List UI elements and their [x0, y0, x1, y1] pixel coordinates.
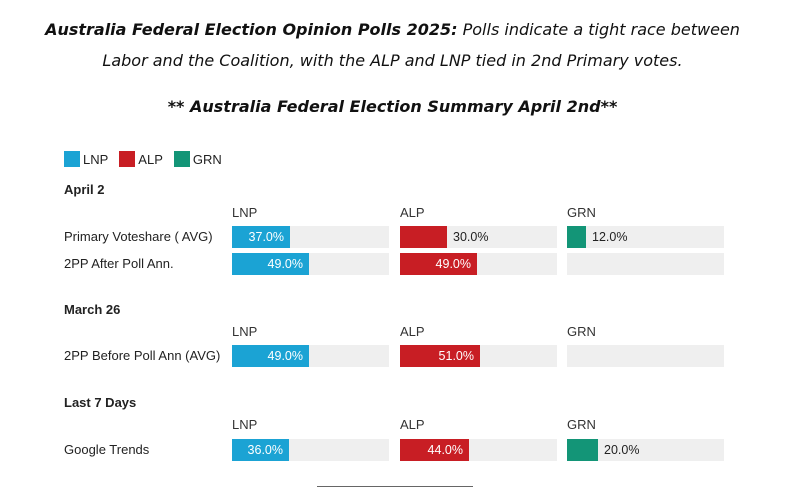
bar-grn	[567, 439, 598, 461]
legend-swatch-lnp	[64, 151, 80, 167]
data-label: 44.0%	[427, 443, 463, 457]
data-label: 51.0%	[438, 349, 474, 363]
bar-track: 30.0%	[400, 226, 557, 248]
bar-track: 12.0%	[567, 226, 724, 248]
row-label: Primary Voteshare ( AVG)	[64, 229, 213, 244]
column-header-grn: GRN	[567, 324, 596, 339]
bar-lnp	[232, 253, 309, 275]
bar-track	[567, 345, 724, 367]
row-label: 2PP Before Poll Ann (AVG)	[64, 348, 221, 363]
data-label: 49.0%	[267, 257, 303, 271]
legend-label-alp: ALP	[138, 151, 163, 167]
data-label: 36.0%	[247, 443, 283, 457]
bar-lnp	[232, 345, 309, 367]
intro-text: Polls indicate a tight race between Labo…	[102, 20, 740, 70]
section-title: March 26	[64, 302, 121, 317]
column-header-lnp: LNP	[232, 324, 258, 339]
intro-paragraph: Australia Federal Election Opinion Polls…	[20, 14, 765, 76]
bar-track: 49.0%	[232, 345, 389, 367]
bar-track: 49.0%	[232, 253, 389, 275]
bar-track: 44.0%	[400, 439, 557, 461]
legend: LNP ALP GRN	[64, 150, 233, 168]
section-title: April 2	[64, 182, 105, 197]
data-label: 30.0%	[453, 230, 489, 244]
data-label: 37.0%	[248, 230, 284, 244]
row-label: 2PP After Poll Ann.	[64, 256, 174, 271]
bar-track: 51.0%	[400, 345, 557, 367]
data-label: 20.0%	[604, 443, 640, 457]
bar-track: 20.0%	[567, 439, 724, 461]
legend-item-grn: GRN	[173, 151, 222, 167]
bar-alp	[400, 345, 480, 367]
bar-lnp	[232, 439, 289, 461]
bar-alp	[400, 226, 447, 248]
data-label: 12.0%	[592, 230, 628, 244]
bar-track	[567, 253, 724, 275]
column-header-grn: GRN	[567, 417, 596, 432]
legend-swatch-alp	[119, 151, 136, 167]
column-header-grn: GRN	[567, 205, 596, 220]
chart-title: ** Australia Federal Election Summary Ap…	[167, 97, 618, 116]
bar-lnp	[232, 226, 290, 248]
intro-bold-title: Australia Federal Election Opinion Polls…	[45, 20, 458, 39]
legend-item-lnp: LNP	[64, 151, 108, 167]
legend-label-lnp: LNP	[83, 151, 109, 167]
column-header-lnp: LNP	[232, 205, 258, 220]
column-header-alp: ALP	[400, 417, 425, 432]
legend-label-grn: GRN	[192, 151, 222, 167]
bar-track: 49.0%	[400, 253, 557, 275]
bar-track: 36.0%	[232, 439, 389, 461]
bar-track: 37.0%	[232, 226, 389, 248]
column-header-lnp: LNP	[232, 417, 258, 432]
column-header-alp: ALP	[400, 205, 425, 220]
divider	[317, 486, 473, 487]
data-label: 49.0%	[435, 257, 471, 271]
bar-grn	[567, 226, 586, 248]
legend-swatch-grn	[173, 151, 190, 167]
bar-alp	[400, 439, 469, 461]
data-label: 49.0%	[267, 349, 303, 363]
section-title: Last 7 Days	[64, 395, 137, 410]
column-header-alp: ALP	[400, 324, 425, 339]
legend-item-alp: ALP	[119, 151, 163, 167]
bar-alp	[400, 253, 477, 275]
row-label: Google Trends	[64, 442, 150, 457]
